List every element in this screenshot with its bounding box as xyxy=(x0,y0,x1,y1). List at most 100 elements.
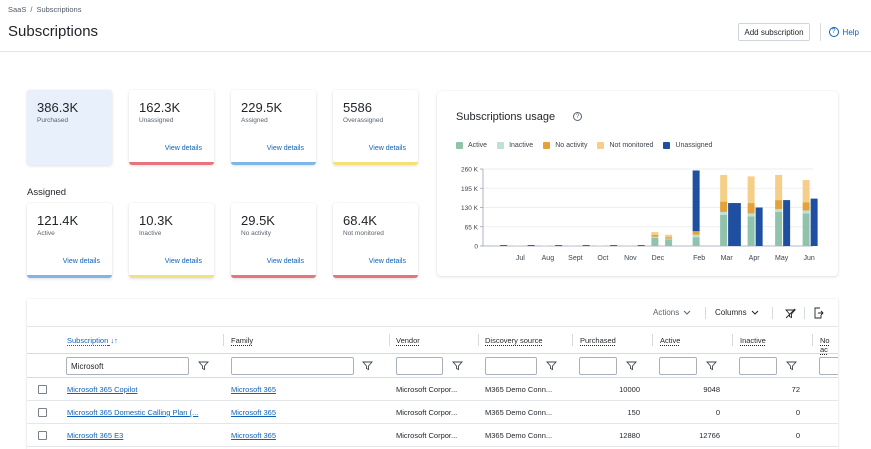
bar-segment-not-monitored xyxy=(623,245,631,247)
card-value: 162.3K xyxy=(139,100,181,115)
no-activity-filter-input[interactable] xyxy=(819,357,838,375)
bar-segment-inactive xyxy=(665,238,673,240)
column-header-active[interactable]: Active xyxy=(660,336,681,345)
view-details-link[interactable]: View details xyxy=(62,258,100,265)
column-header-vendor[interactable]: Vendor xyxy=(396,336,420,345)
subscription-link[interactable]: Microsoft 365 Domestic Calling Plan (... xyxy=(67,408,199,417)
family-link[interactable]: Microsoft 365 xyxy=(231,408,277,417)
row-checkbox[interactable] xyxy=(38,431,47,440)
card-value: 68.4K xyxy=(343,213,377,228)
x-tick-label: Oct xyxy=(597,255,608,262)
column-divider[interactable] xyxy=(652,334,653,346)
table-row[interactable]: Microsoft 365 Domestic Calling Plan (...… xyxy=(27,401,838,424)
filter-icon[interactable] xyxy=(706,360,717,371)
subscription-link[interactable]: Microsoft 365 Copilot xyxy=(67,385,138,394)
bar-segment-unassigned xyxy=(637,245,645,246)
breadcrumb-root[interactable]: SaaS xyxy=(8,5,27,14)
column-header-discovery-source[interactable]: Discovery source xyxy=(485,336,543,345)
export-icon[interactable] xyxy=(813,307,824,319)
inactive-cell: 0 xyxy=(795,431,800,440)
column-divider[interactable] xyxy=(223,334,224,346)
vendor-cell: Microsoft Corpor... xyxy=(396,431,458,440)
bar-segment-unassigned xyxy=(755,207,763,246)
chevron-down-icon xyxy=(683,310,691,315)
columns-menu[interactable]: Columns xyxy=(715,308,759,317)
legend-label: No activity xyxy=(555,142,588,149)
bar-segment-inactive xyxy=(802,210,810,214)
column-divider[interactable] xyxy=(732,334,733,346)
filter-row-divider xyxy=(27,377,838,378)
family-filter-input[interactable] xyxy=(231,357,354,375)
clear-filter-icon[interactable] xyxy=(785,308,796,319)
bar-segment-inactive xyxy=(747,213,755,217)
actions-label: Actions xyxy=(653,308,680,317)
y-tick-label: 130 K xyxy=(461,205,479,212)
sort-icon[interactable]: ↓↑ xyxy=(110,336,118,345)
view-details-link[interactable]: View details xyxy=(266,145,304,152)
y-tick-label: 65 K xyxy=(465,224,479,231)
help-link[interactable]: ? Help xyxy=(819,23,859,41)
columns-label: Columns xyxy=(715,308,747,317)
row-checkbox[interactable] xyxy=(38,385,47,394)
filter-icon[interactable] xyxy=(546,360,557,371)
card-unassigned: 162.3K Unassigned View details xyxy=(129,90,214,165)
column-divider[interactable] xyxy=(812,334,813,346)
column-divider[interactable] xyxy=(478,334,479,346)
x-tick-label: Jun xyxy=(803,255,814,262)
legend-item-no-activity[interactable]: No activity xyxy=(543,142,587,149)
column-header-no-activity[interactable]: No ac xyxy=(820,336,830,354)
legend-item-unassigned[interactable]: Unassigned xyxy=(663,142,712,149)
discovery-source-filter-input[interactable] xyxy=(485,357,537,375)
table-row[interactable]: Microsoft 365 Copilot Microsoft 365 Micr… xyxy=(27,378,838,401)
legend-label: Not monitored xyxy=(609,142,654,149)
bar-segment-not-monitored xyxy=(596,245,604,247)
column-header-inactive[interactable]: Inactive xyxy=(740,336,766,345)
legend-item-not-monitored[interactable]: Not monitored xyxy=(597,142,653,149)
view-details-link[interactable]: View details xyxy=(368,258,406,265)
filter-icon[interactable] xyxy=(452,360,463,371)
info-icon[interactable]: ? xyxy=(573,112,582,121)
view-details-link[interactable]: View details xyxy=(164,258,202,265)
filter-icon[interactable] xyxy=(626,360,637,371)
subscription-link[interactable]: Microsoft 365 E3 xyxy=(67,431,124,440)
table-row[interactable]: Microsoft 365 E3 Microsoft 365 Microsoft… xyxy=(27,424,838,447)
bar-segment-not-monitored xyxy=(568,245,576,247)
filter-icon[interactable] xyxy=(198,360,209,371)
filter-icon[interactable] xyxy=(786,360,797,371)
actions-menu[interactable]: Actions xyxy=(653,308,691,317)
bar-segment-unassigned xyxy=(728,203,736,246)
column-divider[interactable] xyxy=(389,334,390,346)
card-value: 121.4K xyxy=(37,213,79,228)
column-header-family[interactable]: Family xyxy=(231,336,254,345)
x-tick-label: Jul xyxy=(516,255,525,262)
vendor-filter-input[interactable] xyxy=(396,357,443,375)
active-filter-input[interactable] xyxy=(659,357,697,375)
column-header-subscription[interactable]: Subscription ↓↑ xyxy=(67,336,118,345)
legend-label: Active xyxy=(468,142,488,149)
legend-item-active[interactable]: Active xyxy=(456,142,487,149)
usage-bar-chart: 0 65 K 130 K 195 K 260 K Jul Aug Sept Oct Nov Dec F… xyxy=(461,167,818,262)
column-divider[interactable] xyxy=(572,334,573,346)
bar-segment-inactive xyxy=(692,234,700,238)
view-details-link[interactable]: View details xyxy=(266,258,304,265)
card-purchased[interactable]: 386.3K Purchased xyxy=(27,90,112,165)
x-tick-label: Apr xyxy=(749,255,761,262)
discovery-source-cell: M365 Demo Conn... xyxy=(485,408,553,417)
card-label: Inactive xyxy=(139,230,162,237)
card-overassigned: 5586 Overassigned View details xyxy=(333,90,418,165)
column-header-purchased[interactable]: Purchased xyxy=(580,336,616,345)
filter-icon[interactable] xyxy=(362,360,373,371)
purchased-filter-input[interactable] xyxy=(579,357,617,375)
row-checkbox[interactable] xyxy=(38,408,47,417)
add-subscription-button[interactable]: Add subscription xyxy=(738,23,810,41)
inactive-filter-input[interactable] xyxy=(739,357,777,375)
header-actions: Add subscription ? Help xyxy=(738,23,859,41)
subscription-filter-input[interactable] xyxy=(66,357,189,375)
view-details-link[interactable]: View details xyxy=(368,145,406,152)
bar-segment-not-monitored xyxy=(747,176,755,204)
family-link[interactable]: Microsoft 365 xyxy=(231,385,277,394)
legend-item-inactive[interactable]: Inactive xyxy=(497,142,533,149)
bar-segment-not-monitored xyxy=(665,234,673,238)
family-link[interactable]: Microsoft 365 xyxy=(231,431,277,440)
view-details-link[interactable]: View details xyxy=(164,145,202,152)
